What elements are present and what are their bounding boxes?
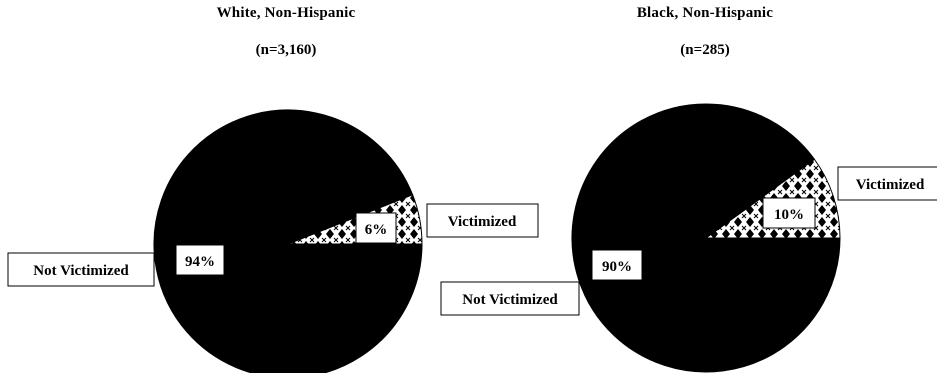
value-label: 94%	[185, 254, 215, 270]
value-label-box	[175, 244, 225, 276]
value-label: 90%	[602, 259, 632, 275]
pie-chart-black: 10% Victimized 90% Not Victimized	[440, 103, 937, 373]
value-label: 10%	[774, 207, 804, 223]
category-label: Victimized	[448, 214, 517, 230]
value-label: 6%	[365, 222, 388, 238]
pie-slice-not-victimized	[153, 109, 423, 373]
chart-subtitle-black: (n=285)	[680, 42, 730, 58]
chart-title-black: Black, Non-Hispanic	[636, 5, 774, 21]
category-label-box	[440, 281, 580, 316]
category-label-box	[7, 252, 155, 287]
pie-slice-not-victimized	[571, 103, 841, 373]
pie-chart-white: 6% Victimized 94% Not Victimized	[7, 109, 539, 373]
category-label-box	[426, 203, 539, 238]
chart-title-white: White, Non-Hispanic	[216, 5, 356, 21]
category-label: Victimized	[856, 177, 925, 193]
value-label-box	[762, 197, 816, 229]
value-label-box	[591, 249, 643, 281]
value-label-box	[355, 212, 397, 244]
category-label: Not Victimized	[462, 292, 558, 308]
category-label: Not Victimized	[33, 263, 129, 279]
category-label-box	[837, 166, 937, 201]
chart-subtitle-white: (n=3,160)	[255, 42, 317, 58]
